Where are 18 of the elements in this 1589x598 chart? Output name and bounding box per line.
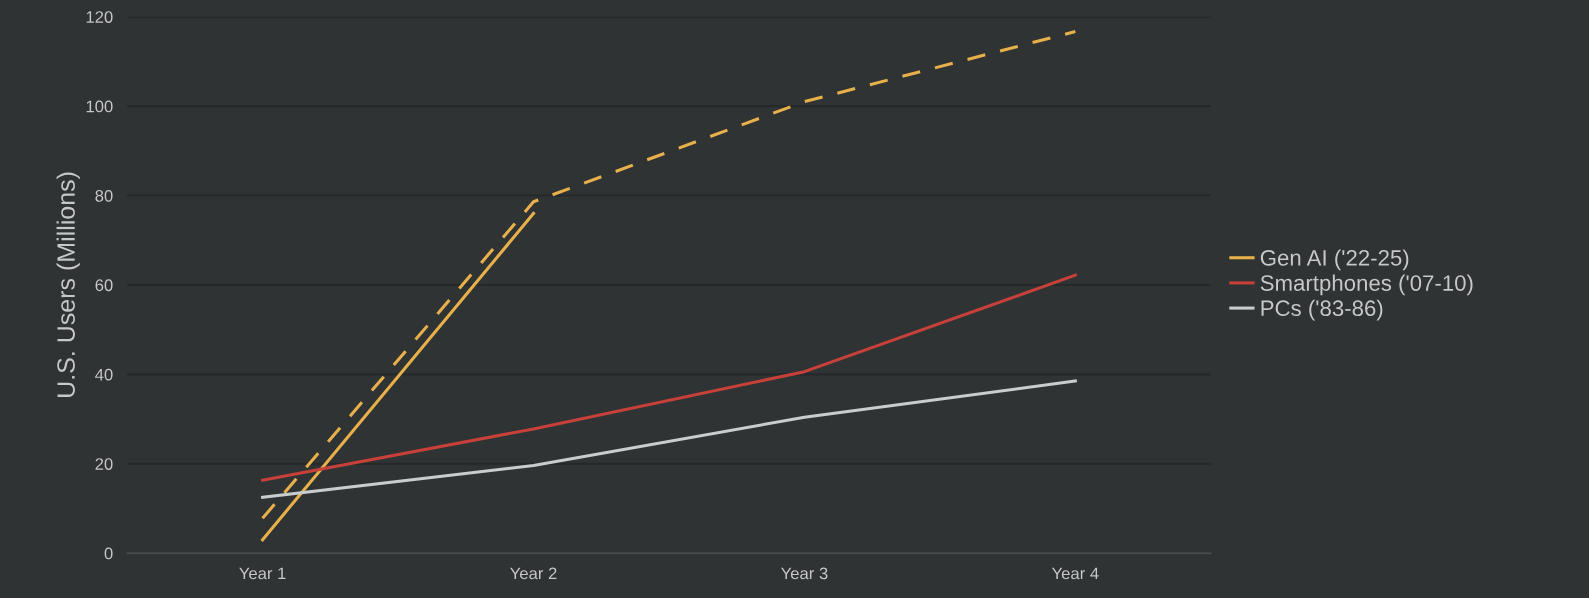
y-tick-label: 60 [95,279,113,292]
legend-label: Gen AI ('22-25) [1260,249,1409,271]
x-tick-label: Year 4 [1051,567,1099,580]
line-series [261,379,1077,499]
legend-label: Smartphones ('07-10) [1260,274,1473,296]
x-tick-label: Year 1 [239,567,286,580]
y-axis-title: U.S. Users (Millions) [56,172,80,397]
x-tick-label: Year 2 [510,567,557,580]
line-series [261,29,1077,520]
y-tick-label: 80 [95,189,113,202]
x-tick-label: Year 3 [781,567,828,580]
y-tick-label: 120 [86,11,113,23]
legend-label: PCs ('83-86) [1261,299,1383,321]
y-tick-label: 20 [95,458,113,470]
y-tick-label: 0 [104,547,113,560]
y-tick-label: 100 [86,100,113,113]
y-tick-label: 40 [95,368,113,381]
line-series [261,273,1077,482]
